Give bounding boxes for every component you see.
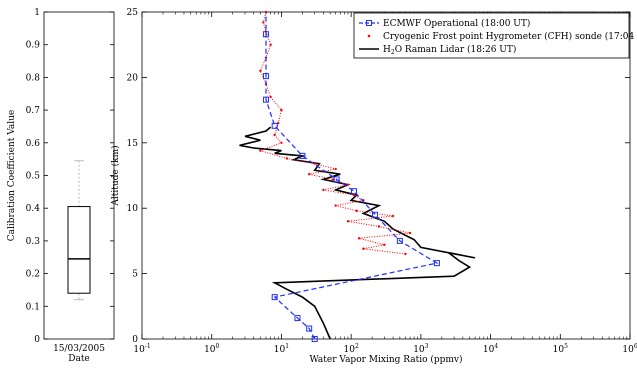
right-x-axis-label: Water Vapor Mixing Ratio (ppmv) bbox=[309, 354, 462, 365]
series-cfh-point bbox=[280, 108, 283, 112]
right-x-tick-label: 102 bbox=[344, 343, 359, 355]
right-x-tick-label: 105 bbox=[553, 343, 568, 355]
series-cfh-point bbox=[404, 252, 407, 256]
series-ecmwf-marker bbox=[271, 294, 278, 301]
series-ecmwf-marker bbox=[262, 96, 269, 103]
right-x-tick-label: 104 bbox=[483, 343, 498, 355]
series-cfh-point bbox=[377, 225, 381, 228]
series-cfh-point bbox=[259, 69, 262, 73]
series-cfh-point bbox=[334, 167, 337, 171]
series-ecmwf-marker bbox=[294, 315, 301, 322]
series-cfh-point bbox=[362, 247, 365, 250]
legend-cfh-marker bbox=[367, 34, 371, 38]
series-ecmwf-marker bbox=[351, 188, 358, 195]
left-y-tick-label: 0.9 bbox=[26, 41, 41, 51]
left-axes-frame bbox=[43, 11, 115, 340]
series-ecmwf-marker bbox=[333, 176, 340, 183]
legend-lidar-label: H2O Raman Lidar (18:26 UT) bbox=[383, 44, 516, 56]
series-ecmwf-marker bbox=[271, 122, 278, 129]
right-x-tick-label: 100 bbox=[204, 343, 219, 355]
left-y-tick-label: 0.7 bbox=[26, 106, 41, 116]
legend-ecmwf-marker bbox=[366, 20, 372, 26]
left-y-tick-label: 0.2 bbox=[26, 270, 40, 280]
series-raman-lidar-line bbox=[239, 126, 476, 340]
series-ecmwf-line bbox=[265, 12, 439, 340]
right-x-tick-label: 101 bbox=[274, 343, 289, 355]
left-y-tick-label: 0.8 bbox=[26, 73, 41, 83]
series-cfh-point bbox=[346, 183, 350, 186]
box-iqr bbox=[67, 206, 91, 294]
series-cfh-point bbox=[357, 237, 361, 240]
right-y-tick-label: 10 bbox=[127, 204, 139, 214]
left-y-tick-label: 0.3 bbox=[26, 237, 41, 247]
left-y-tick-label: 0 bbox=[34, 335, 40, 345]
right-x-tick-label: 10-1 bbox=[133, 343, 150, 355]
series-cfh-point bbox=[313, 162, 316, 165]
series-cfh-point bbox=[346, 220, 350, 223]
series-cfh-point bbox=[269, 43, 272, 46]
legend-cfh-label: Cryogenic Frost point Hygrometer (CFH) s… bbox=[383, 31, 637, 42]
series-cfh-point bbox=[355, 209, 358, 213]
series-ecmwf-marker bbox=[311, 336, 318, 342]
right-profile-plot: 10-1 100 101 102 103 104 105 106 0 5 10 15 20 25 Water… bbox=[110, 8, 637, 365]
left-y-tick-label: 1 bbox=[34, 8, 40, 18]
legend-ecmwf-label: ECMWF Operational (18:00 UT) bbox=[383, 18, 530, 29]
left-x-axis-label: Date bbox=[68, 354, 90, 364]
left-y-tick-label: 0.4 bbox=[26, 204, 41, 214]
series-cfh-point bbox=[322, 188, 325, 192]
series-ecmwf-marker bbox=[372, 211, 379, 218]
right-x-tick-label: 106 bbox=[622, 343, 637, 355]
left-y-tick-label: 0.1 bbox=[26, 302, 40, 312]
series-cfh-point bbox=[269, 95, 272, 99]
right-axes-frame bbox=[141, 11, 631, 340]
series-cfh-point bbox=[307, 172, 311, 176]
left-box-plot: 0 0.1 0.2 0.3 0.4 0.5 0.6 0.7 0.8 0.9 1 15/03/2005D… bbox=[7, 8, 115, 364]
left-y-axis-label: Calibration Coefficient Value bbox=[7, 110, 17, 241]
series-cfh-point bbox=[334, 204, 337, 207]
series-cfh-line bbox=[258, 11, 411, 255]
series-cfh-point bbox=[331, 178, 335, 181]
series-cfh-point bbox=[352, 193, 356, 197]
series-cfh-point bbox=[408, 231, 412, 235]
right-y-tick-label: 20 bbox=[127, 73, 139, 83]
series-cfh-point bbox=[262, 21, 265, 24]
series-ecmwf-marker bbox=[262, 73, 269, 80]
series-ecmwf-marker bbox=[433, 260, 440, 267]
legend: ECMWF Operational (18:00 UT) Cryogenic Fr… bbox=[353, 12, 637, 59]
series-cfh-point bbox=[383, 243, 386, 247]
left-y-tick-label: 0.5 bbox=[26, 172, 41, 182]
right-y-tick-label: 5 bbox=[132, 270, 138, 280]
right-x-tick-label: 103 bbox=[413, 343, 428, 355]
series-cfh-point bbox=[259, 149, 262, 152]
series-ecmwf-marker bbox=[262, 31, 269, 38]
right-y-tick-label: 25 bbox=[127, 8, 139, 18]
left-y-tick-label: 0.6 bbox=[26, 139, 41, 149]
left-x-category-label: 15/03/2005 bbox=[53, 344, 105, 354]
right-y-axis-label: Altitude (km) bbox=[110, 145, 121, 206]
series-ecmwf-marker bbox=[299, 152, 306, 159]
series-cfh-point bbox=[285, 157, 289, 160]
series-ecmwf-marker bbox=[306, 325, 313, 332]
right-y-tick-label: 15 bbox=[127, 139, 139, 149]
series-cfh-point bbox=[273, 133, 276, 137]
series-ecmwf-marker bbox=[396, 237, 403, 244]
series-cfh-point bbox=[280, 141, 283, 144]
series-cfh-point bbox=[391, 214, 395, 218]
right-y-tick-label: 0 bbox=[132, 335, 138, 345]
legend-box bbox=[353, 12, 630, 59]
